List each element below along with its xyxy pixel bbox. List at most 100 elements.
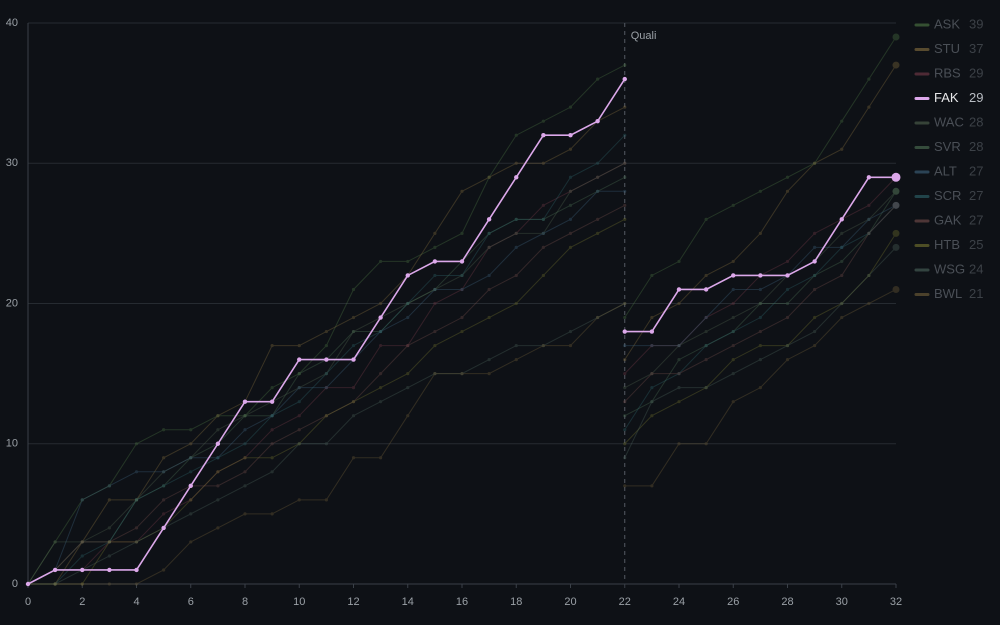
data-point xyxy=(351,343,356,348)
data-point xyxy=(623,414,627,418)
data-point xyxy=(406,315,410,320)
legend-value: 39 xyxy=(969,16,983,31)
data-point xyxy=(839,217,844,222)
data-point xyxy=(704,315,708,320)
x-tick-label: 28 xyxy=(781,596,793,608)
data-point xyxy=(677,372,681,376)
data-point xyxy=(134,567,139,573)
data-point xyxy=(460,287,464,292)
series-line xyxy=(27,162,897,585)
data-point xyxy=(189,498,193,502)
data-point xyxy=(107,498,111,502)
data-point xyxy=(623,456,627,460)
data-point xyxy=(107,484,111,488)
data-point xyxy=(840,301,844,306)
data-point xyxy=(541,133,546,138)
data-point xyxy=(840,259,844,264)
data-point xyxy=(703,287,709,292)
data-point xyxy=(134,442,139,446)
data-point xyxy=(406,301,410,306)
data-point xyxy=(297,343,301,348)
data-point xyxy=(216,456,220,460)
data-point xyxy=(487,231,491,235)
legend-name: FAK xyxy=(934,90,959,105)
data-point xyxy=(433,329,437,334)
data-point xyxy=(134,526,139,530)
data-point xyxy=(623,161,627,165)
x-tick-label: 4 xyxy=(133,596,139,608)
data-point xyxy=(216,526,220,530)
data-point xyxy=(297,442,301,446)
legend-value: 27 xyxy=(969,188,983,203)
data-point xyxy=(892,201,900,209)
legend-name: ASK xyxy=(934,16,960,31)
data-point xyxy=(53,540,57,544)
series-line xyxy=(28,289,897,585)
data-point xyxy=(53,582,57,586)
data-point xyxy=(596,189,600,193)
data-point xyxy=(704,315,708,320)
data-point xyxy=(134,540,139,544)
data-point xyxy=(785,175,790,179)
data-point xyxy=(134,540,139,544)
x-tick-label: 0 xyxy=(25,596,31,608)
data-point xyxy=(568,329,573,334)
data-point xyxy=(216,498,220,502)
data-point xyxy=(568,189,573,193)
data-point xyxy=(243,428,247,432)
data-point xyxy=(351,400,356,404)
data-point xyxy=(297,357,302,362)
data-point xyxy=(134,540,139,544)
series-line xyxy=(27,204,897,585)
data-point xyxy=(270,414,274,418)
data-point xyxy=(80,554,84,558)
data-point xyxy=(270,442,274,446)
data-point xyxy=(677,343,681,348)
data-point xyxy=(677,400,681,404)
data-point xyxy=(731,372,735,376)
data-point xyxy=(650,372,654,376)
data-point xyxy=(297,414,301,418)
data-point xyxy=(596,77,600,81)
data-point xyxy=(568,189,573,193)
x-tick-label: 12 xyxy=(347,596,359,608)
data-point xyxy=(541,245,545,249)
data-point xyxy=(785,259,790,264)
data-point xyxy=(80,540,84,544)
data-point xyxy=(406,372,410,376)
data-point xyxy=(758,273,763,278)
data-point xyxy=(460,329,464,334)
data-point xyxy=(731,203,735,207)
data-point xyxy=(758,343,762,348)
data-point xyxy=(677,301,681,306)
data-point xyxy=(53,582,57,586)
data-point xyxy=(487,372,491,376)
data-point xyxy=(840,315,844,320)
data-point xyxy=(623,315,627,320)
data-point xyxy=(568,147,573,151)
data-point xyxy=(514,133,518,137)
x-tick-label: 14 xyxy=(402,596,414,608)
data-point xyxy=(270,343,274,348)
data-point xyxy=(297,400,301,404)
data-point xyxy=(891,172,901,182)
data-point xyxy=(785,343,790,348)
legend-name: BWL xyxy=(934,286,962,301)
data-point xyxy=(405,273,410,278)
data-point xyxy=(568,105,573,109)
x-tick-label: 24 xyxy=(673,596,685,608)
data-point xyxy=(243,414,247,418)
data-point xyxy=(297,386,301,390)
series xyxy=(26,217,900,586)
data-point xyxy=(541,161,545,165)
data-point xyxy=(731,343,735,348)
series xyxy=(26,33,900,586)
legend-value: 28 xyxy=(969,139,983,154)
data-point xyxy=(623,175,627,179)
data-point xyxy=(596,315,600,320)
data-point xyxy=(460,372,464,376)
data-point xyxy=(379,456,383,460)
data-point xyxy=(541,217,545,221)
series xyxy=(26,201,900,586)
data-point xyxy=(596,189,600,193)
